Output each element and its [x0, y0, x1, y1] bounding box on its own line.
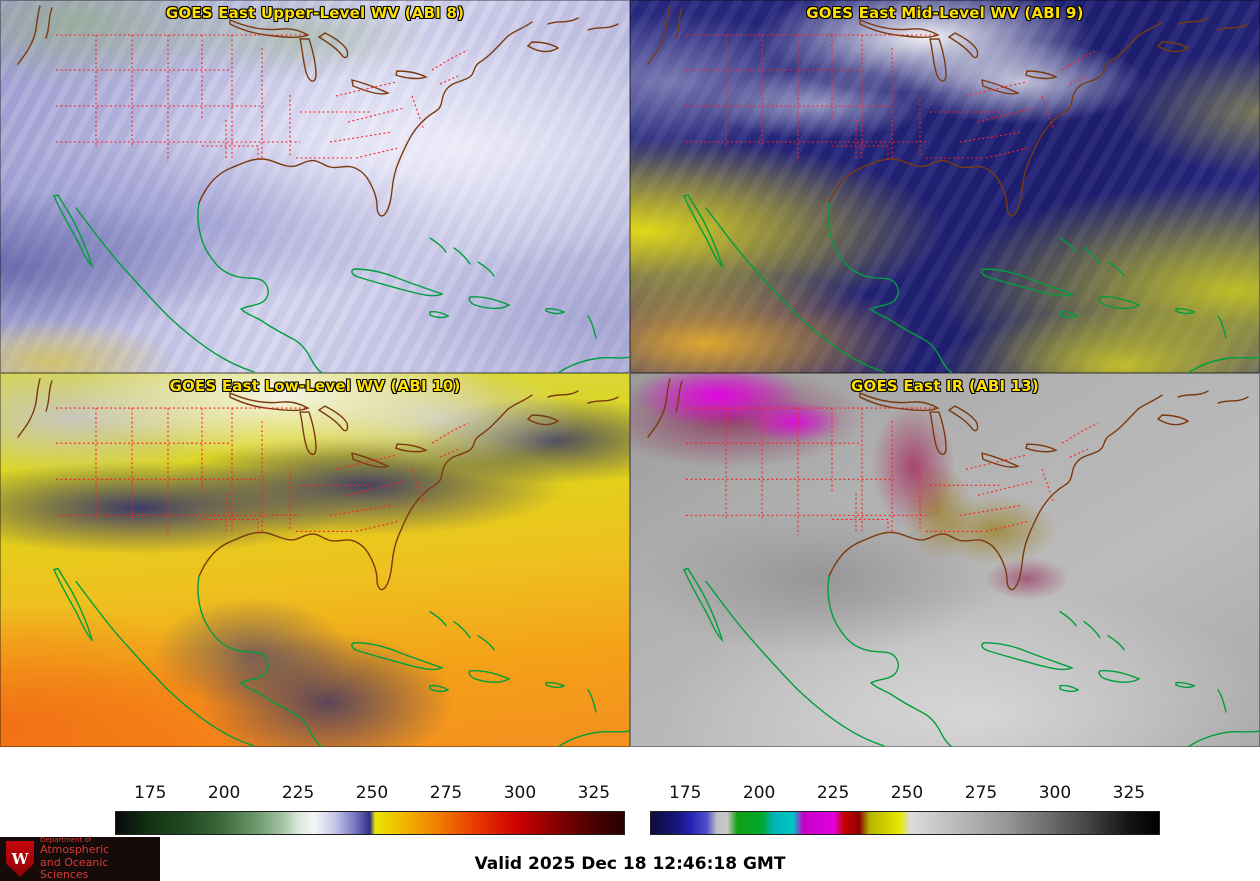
colorbar-tick-label: 300	[503, 783, 537, 803]
wv-colorbar-tick-labels: 175 200 225 250 275 300 325	[115, 783, 625, 804]
wv-colorbar-gradient	[115, 811, 625, 835]
panel-title: GOES East Mid-Level WV (ABI 9)	[806, 4, 1084, 22]
logo-text: Department of Atmospheric and Oceanic Sc…	[40, 835, 154, 881]
colorbar-tick-label: 200	[207, 783, 241, 803]
logo-line2: and Oceanic Sciences	[40, 855, 109, 881]
panel-goes-upper-level-wv: GOES East Upper-Level WV (ABI 8)	[0, 0, 630, 373]
colorbar-tick-label: 225	[816, 783, 850, 803]
colorbar-tick-label: 275	[964, 783, 998, 803]
uw-aos-logo: W Department of Atmospheric and Oceanic …	[0, 835, 160, 881]
ir-colorbar-tick-labels: 175 200 225 250 275 300 325	[650, 783, 1160, 804]
colorbar-tick-label: 300	[1038, 783, 1072, 803]
logo-dept-prefix: Department of	[40, 835, 92, 844]
panel-goes-ir: GOES East IR (ABI 13)	[630, 373, 1260, 747]
panel-title: GOES East Upper-Level WV (ABI 8)	[165, 4, 465, 22]
map-overlay	[647, 378, 1260, 747]
colorbar-tick-label: 325	[1112, 783, 1146, 803]
logo-line1: Atmospheric	[40, 843, 110, 857]
map-overlay	[647, 5, 1260, 373]
map-overlay	[17, 378, 630, 747]
panel-goes-mid-level-wv: GOES East Mid-Level WV (ABI 9)	[630, 0, 1260, 373]
colorbar-tick-label: 225	[281, 783, 315, 803]
colorbar-tick-label: 175	[668, 783, 702, 803]
panel-title: GOES East IR (ABI 13)	[850, 377, 1039, 395]
colorbar-tick-label: 200	[742, 783, 776, 803]
crest-letter: W	[11, 849, 29, 868]
panel-title: GOES East Low-Level WV (ABI 10)	[169, 377, 461, 395]
wv-colorbar: 175 200 225 250 275 300 325	[115, 783, 625, 843]
satellite-quad-grid: GOES East Upper-Level WV (ABI 8) GOES Ea…	[0, 0, 1260, 747]
footer: 175 200 225 250 275 300 325 175 200 225 250 275 300…	[0, 747, 1260, 881]
ir-colorbar: 175 200 225 250 275 300 325	[650, 783, 1160, 843]
ir-colorbar-gradient	[650, 811, 1160, 835]
map-overlay	[17, 5, 630, 373]
colorbar-tick-label: 175	[133, 783, 167, 803]
colorbar-tick-label: 250	[890, 783, 924, 803]
colorbar-tick-label: 250	[355, 783, 389, 803]
valid-timestamp: Valid 2025 Dec 18 12:46:18 GMT	[474, 854, 786, 874]
colorbar-tick-label: 325	[577, 783, 611, 803]
panel-goes-low-level-wv: GOES East Low-Level WV (ABI 10)	[0, 373, 630, 747]
colorbar-tick-label: 275	[429, 783, 463, 803]
